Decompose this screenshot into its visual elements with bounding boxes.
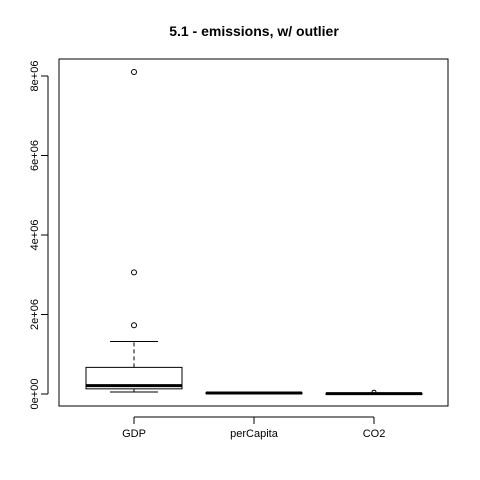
co2-point xyxy=(371,389,377,395)
y-axis: 0e+00 2e+06 4e+06 6e+06 8e+06 xyxy=(29,61,49,410)
x-axis: GDP perCapita CO2 xyxy=(122,416,386,440)
box-GDP xyxy=(85,69,183,393)
chart-title: 5.1 - emissions, w/ outlier xyxy=(169,23,339,39)
outlier-point xyxy=(131,69,137,76)
y-tick-label: 8e+06 xyxy=(29,61,41,92)
y-tick-label: 2e+06 xyxy=(29,299,41,330)
outlier-point xyxy=(131,322,137,329)
x-tick-label: GDP xyxy=(122,428,146,440)
box-perCapita xyxy=(205,391,303,395)
plot-frame xyxy=(58,58,449,407)
box-iqr xyxy=(85,366,183,390)
y-tick-label: 0e+00 xyxy=(29,379,41,410)
y-tick-label: 6e+06 xyxy=(29,140,41,171)
outlier-point xyxy=(131,269,137,276)
boxes-group xyxy=(85,69,423,396)
x-tick-label: perCapita xyxy=(230,428,279,440)
x-tick-label: CO2 xyxy=(363,428,386,440)
y-tick-label: 4e+06 xyxy=(29,220,41,251)
